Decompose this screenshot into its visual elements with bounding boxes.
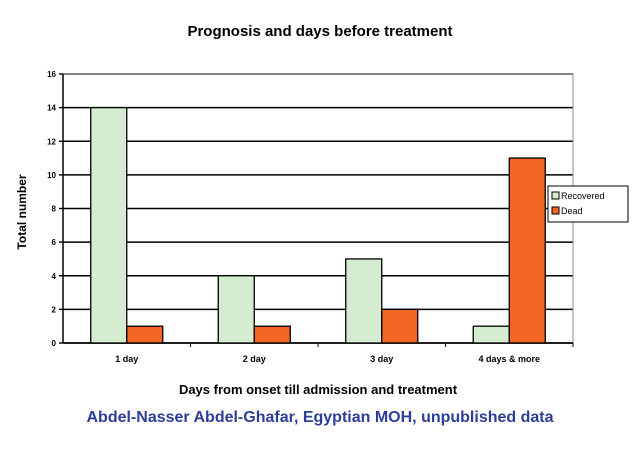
- x-tick-label: 1 day: [115, 354, 138, 364]
- y-tick-label: 14: [47, 104, 56, 113]
- bar-dead: [381, 308, 419, 344]
- x-tick-label: 4 days & more: [478, 354, 540, 364]
- x-tick-label: 3 day: [370, 354, 393, 364]
- y-tick-label: 12: [47, 137, 56, 146]
- chart-title: Prognosis and days before treatment: [187, 23, 453, 40]
- legend-box: [547, 185, 629, 223]
- bar-recovered: [472, 325, 510, 344]
- bar-dead: [253, 325, 291, 344]
- source-credit: Abdel-Nasser Abdel-Ghafar, Egyptian MOH,…: [86, 409, 554, 426]
- y-tick-label: 4: [52, 272, 57, 281]
- y-tick-label: 8: [52, 205, 57, 214]
- bar-recovered: [217, 275, 255, 344]
- bar-recovered: [90, 106, 128, 344]
- legend-swatch-recovered: [551, 191, 560, 200]
- y-tick-label: 16: [47, 70, 56, 79]
- x-axis-label: Days from onset till admission and treat…: [178, 382, 458, 397]
- x-tick-label: 2 day: [243, 354, 266, 364]
- y-tick-label: 10: [47, 171, 56, 180]
- legend-label-recovered: Recovered: [561, 191, 605, 201]
- bar-dead: [126, 325, 164, 344]
- legend-swatch-dead: [551, 206, 560, 215]
- y-tick-label: 6: [52, 238, 57, 247]
- y-tick-label: 0: [52, 339, 57, 348]
- legend-label-dead: Dead: [561, 206, 583, 216]
- bar-recovered: [345, 258, 383, 344]
- y-tick-label: 2: [52, 305, 57, 314]
- bar-dead: [508, 157, 546, 344]
